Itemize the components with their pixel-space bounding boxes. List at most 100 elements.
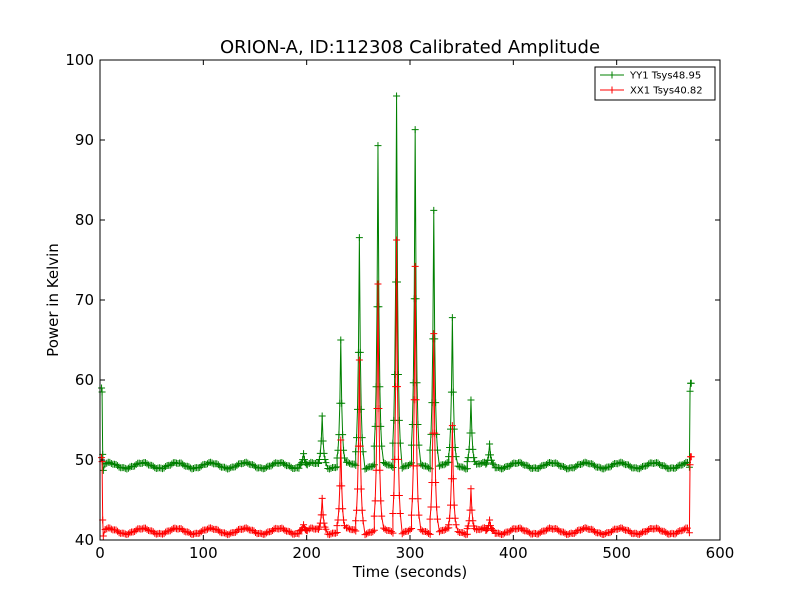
data-point-marker: [469, 445, 477, 453]
data-point-marker: [469, 517, 477, 525]
data-point-marker: [448, 314, 456, 322]
data-point-marker: [222, 530, 230, 538]
data-point-marker: [376, 466, 384, 474]
data-point-marker: [374, 280, 382, 288]
data-point-marker: [494, 464, 502, 472]
data-point-marker: [338, 399, 346, 407]
data-point-marker: [494, 529, 502, 537]
legend-marker: [608, 71, 616, 79]
data-point-marker: [477, 525, 485, 533]
data-point-marker: [433, 430, 441, 438]
data-point-marker: [300, 450, 308, 458]
data-point-marker: [536, 529, 544, 537]
data-point-marker: [433, 503, 441, 511]
data-point-marker: [221, 463, 229, 471]
data-point-marker: [564, 465, 572, 473]
data-point-marker: [564, 530, 572, 538]
data-point-marker: [143, 525, 151, 533]
data-point-marker: [442, 460, 450, 468]
data-point-marker: [450, 501, 458, 509]
data-point-marker: [339, 431, 347, 439]
data-point-marker: [393, 236, 401, 244]
data-point-marker: [665, 465, 673, 473]
data-point-marker: [332, 464, 340, 472]
data-point-marker: [370, 526, 378, 534]
data-point-marker: [595, 529, 603, 537]
data-point-marker: [519, 526, 527, 534]
data-point-marker: [387, 528, 395, 536]
data-point-marker: [400, 528, 408, 536]
data-point-marker: [252, 528, 260, 536]
data-point-marker: [393, 278, 401, 286]
data-point-marker: [168, 526, 176, 534]
data-point-marker: [451, 514, 459, 522]
data-point-marker: [352, 517, 360, 525]
data-point-marker: [411, 262, 419, 270]
series-yy1: [98, 92, 695, 474]
data-point-marker: [415, 511, 423, 519]
data-point-marker: [614, 460, 622, 468]
data-point-marker: [460, 464, 468, 472]
data-point-marker: [393, 383, 401, 391]
data-point-marker: [98, 384, 106, 392]
x-tick-label: 100: [189, 544, 218, 562]
data-point-marker: [477, 460, 485, 468]
data-point-marker: [357, 485, 365, 493]
data-point-marker: [406, 460, 414, 468]
data-point-marker: [216, 462, 224, 470]
data-point-marker: [126, 463, 134, 471]
data-point-marker: [430, 330, 438, 338]
data-point-marker: [203, 525, 211, 533]
data-point-marker: [626, 462, 634, 470]
data-point-marker: [208, 525, 216, 533]
data-point-marker: [665, 530, 673, 538]
data-point-marker: [482, 460, 490, 468]
data-point-marker: [525, 529, 533, 537]
data-point-marker: [496, 530, 504, 538]
x-tick-label: 400: [499, 544, 528, 562]
data-point-marker: [590, 462, 598, 470]
data-point-marker: [244, 525, 252, 533]
data-point-marker: [162, 528, 170, 536]
data-point-marker: [396, 509, 404, 517]
data-point-marker: [327, 530, 335, 538]
data-point-marker: [363, 530, 371, 538]
data-point-marker: [319, 437, 327, 445]
y-tick-label: 50: [75, 451, 94, 469]
y-tick-label: 70: [75, 291, 94, 309]
data-point-marker: [501, 463, 509, 471]
data-point-marker: [445, 453, 453, 461]
data-point-marker: [377, 422, 385, 430]
data-point-marker: [408, 459, 416, 467]
data-point-marker: [578, 526, 586, 534]
data-point-marker: [578, 460, 586, 468]
data-point-marker: [463, 458, 471, 466]
data-point-marker: [581, 458, 589, 466]
data-point-marker: [319, 511, 327, 519]
data-point-marker: [387, 462, 395, 470]
series-line: [101, 239, 692, 537]
data-point-marker: [412, 295, 420, 303]
data-point-marker: [573, 461, 581, 469]
data-point-marker: [333, 528, 341, 536]
data-point-marker: [129, 462, 137, 470]
data-point-marker: [609, 460, 617, 468]
data-point-marker: [501, 529, 509, 537]
data-point-marker: [381, 525, 389, 533]
data-point-marker: [190, 465, 198, 473]
chart-title: ORION-A, ID:112308 Calibrated Amplitude: [220, 37, 600, 58]
data-point-marker: [287, 529, 295, 537]
x-axis-label: Time (seconds): [352, 563, 468, 581]
data-point-marker: [208, 459, 216, 467]
data-point-marker: [322, 525, 330, 533]
data-point-marker: [197, 462, 205, 470]
series-xx1: [98, 236, 695, 540]
data-point-marker: [389, 529, 397, 537]
data-point-marker: [435, 528, 443, 536]
data-point-marker: [452, 453, 460, 461]
data-point-marker: [601, 464, 609, 472]
data-point-marker: [426, 530, 434, 538]
data-point-marker: [395, 492, 403, 500]
data-point-marker: [124, 464, 132, 472]
